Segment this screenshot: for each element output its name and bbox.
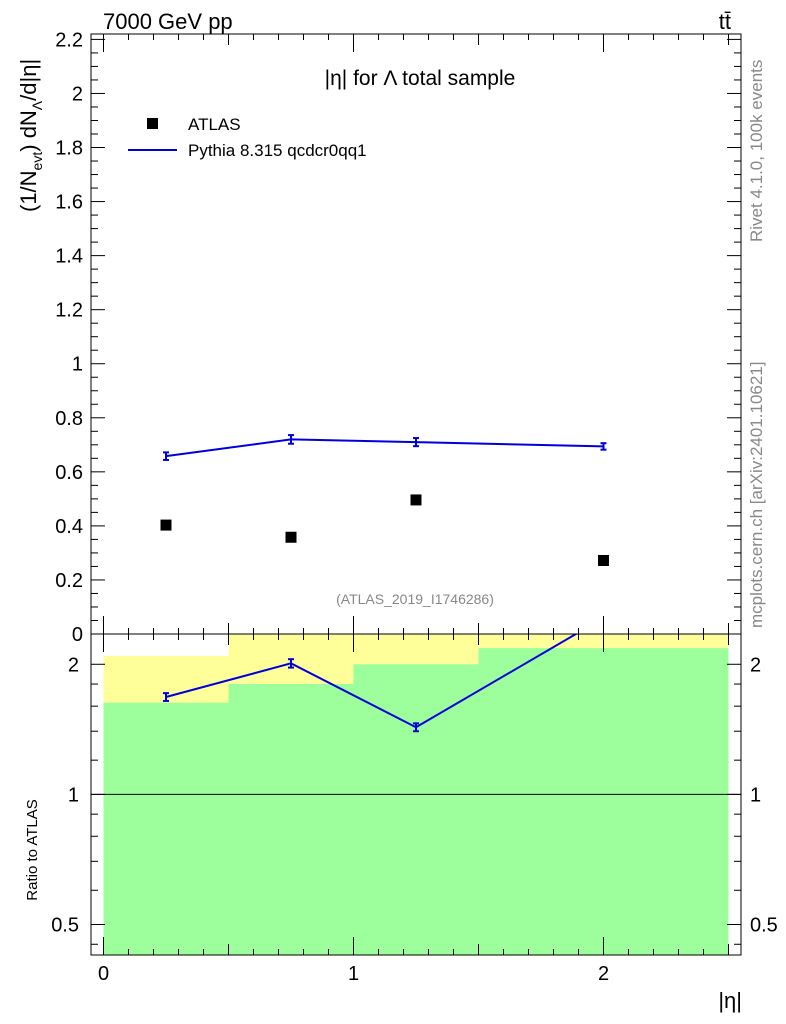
plot-title: |η| for Λ total sample: [325, 67, 516, 90]
atlas-data-point: [160, 519, 172, 531]
ylabel-end: /d|η|: [16, 59, 41, 101]
atlas-data-point: [410, 494, 422, 506]
legend-mc-label: Pythia 8.315 qcdcr0qq1: [188, 141, 367, 160]
main-y-tick-label: 0.6: [55, 462, 83, 484]
main-panel: 0 0.2 0.4 0.6 0.8 1 1.2 1.4 1.6 1.8 2 2.2 |η| for Λ…: [16, 29, 742, 646]
main-y-tick-label: 0.8: [55, 408, 83, 430]
ratio-y-tick-label-left: 2: [68, 654, 79, 676]
ratio-data: [163, 634, 578, 733]
ratio-mc-line: [165, 634, 578, 729]
main-y-tick-label: 0: [72, 624, 83, 646]
legend-atlas-label: ATLAS: [188, 115, 241, 134]
main-y-tick-label: 1.4: [55, 246, 83, 268]
main-y-tick-label: 1.2: [55, 300, 83, 322]
ylabel-sub-evt: evt: [29, 152, 45, 171]
ratio-y-tick-label-left: 0.5: [51, 914, 79, 936]
rivet-label: Rivet 4.1.0, 100k events: [747, 60, 766, 242]
ratio-y-axis-label: Ratio to ATLAS: [24, 799, 41, 900]
main-y-tick-label: 2.2: [55, 29, 83, 51]
legend-atlas-marker: [147, 118, 158, 129]
main-y-axis-label: (1/Nevt) dNΛ/d|η|: [16, 59, 45, 212]
ratio-y-ticks: 0.5 0.5 1 1 2 2: [51, 654, 778, 945]
ratio-band-inner: [228, 684, 354, 955]
ratio-band-inner: [478, 648, 729, 955]
mc-line: [165, 438, 604, 458]
mcplots-label: mcplots.cern.ch [arXiv:2401.10621]: [747, 362, 766, 628]
main-data: [160, 434, 609, 566]
ratio-x-tick-label: 2: [598, 963, 609, 985]
main-y-tick-label: 1.6: [55, 192, 83, 214]
atlas-data-point: [285, 531, 297, 543]
main-y-tick-label: 0.2: [55, 570, 83, 592]
ylabel-main: (1/N: [16, 170, 41, 212]
ylabel-sub-lambda: Λ: [29, 100, 45, 110]
main-y-tick-label: 0.4: [55, 516, 83, 538]
ylabel-mid: ) dN: [16, 110, 41, 152]
atlas-data-point: [598, 554, 609, 566]
ratio-y-tick-label-right: 0.5: [750, 914, 778, 936]
ratio-x-ticks: 0 1 2: [98, 634, 729, 985]
main-x-ticks: [103, 34, 729, 634]
analysis-watermark: (ATLAS_2019_I1746286): [336, 591, 494, 607]
main-y-ticks: 0 0.2 0.4 0.6 0.8 1 1.2 1.4 1.6 1.8 2 2.2: [55, 29, 741, 646]
ratio-x-tick-label: 1: [348, 963, 359, 985]
x-axis-label: |η|: [718, 988, 742, 1013]
ratio-bands: [103, 634, 729, 955]
svg-text:(1/Nevt) dNΛ/d|η|: (1/Nevt) dNΛ/d|η|: [16, 59, 45, 212]
main-y-tick-label: 1.8: [55, 138, 83, 160]
main-y-tick-label: 2: [72, 83, 83, 105]
ratio-y-tick-label-left: 1: [68, 784, 79, 806]
energy-label: 7000 GeV pp: [103, 9, 233, 34]
ratio-panel: 0.5 0.5 1 1 2 2 0 1 2 Ratio to ATLAS |η|: [24, 633, 778, 1013]
main-y-tick-label: 1: [72, 354, 83, 376]
ratio-band-inner: [103, 702, 229, 955]
ratio-y-tick-label-right: 2: [750, 654, 761, 676]
ratio-y-tick-label-right: 1: [750, 784, 761, 806]
ratio-x-tick-label: 0: [98, 963, 109, 985]
ratio-band-inner: [353, 664, 479, 955]
process-label: tt̄: [719, 9, 731, 34]
